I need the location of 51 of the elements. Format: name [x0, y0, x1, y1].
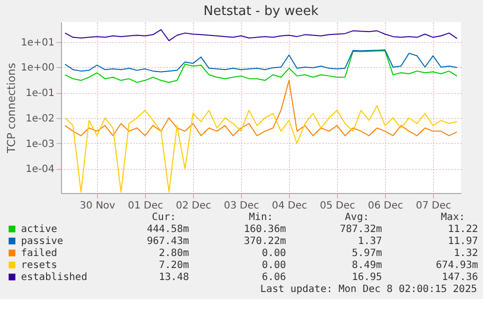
text: 967.43m: [146, 236, 189, 247]
text: 674.93m: [436, 260, 478, 271]
y-tick-label: 1e+01: [20, 37, 54, 48]
text: 5.97m: [352, 248, 382, 259]
line-series: [64, 49, 458, 72]
text: 1.32: [454, 248, 478, 259]
legend-label: resets: [21, 260, 58, 271]
text: Cur:: [152, 212, 176, 223]
text: 1.37: [358, 236, 382, 247]
y-tick-label: 1e-02: [26, 113, 54, 124]
line-series: [64, 29, 458, 42]
text: Max:: [440, 212, 465, 223]
x-tick-label: 01 Dec: [128, 200, 164, 212]
x-tick-label: 02 Dec: [176, 200, 212, 212]
legend-label: active: [21, 224, 58, 235]
legend-label: passive: [21, 236, 64, 247]
y-tick-label: 1e-03: [26, 138, 54, 150]
y-axis-title: TCP connections: [4, 62, 18, 154]
text: 7.20m: [158, 260, 189, 271]
x-tick-label: 05 Dec: [320, 200, 356, 212]
text: 2.80m: [158, 248, 189, 259]
chart-title: Netstat - by week: [204, 4, 319, 19]
y-tick-label: 1e-04: [26, 164, 54, 176]
x-tick-label: 06 Dec: [368, 200, 404, 212]
legend-label: failed: [21, 248, 58, 259]
legend-label: established: [21, 272, 88, 283]
x-tick-label: 04 Dec: [272, 200, 308, 212]
y-tick-label: 1e-01: [26, 88, 54, 100]
text: 370.22m: [244, 236, 286, 247]
text: Avg:: [344, 212, 369, 223]
line-series: [64, 80, 458, 136]
text: 8.49m: [352, 260, 382, 271]
text: 0.00: [262, 248, 286, 259]
text: 160.36m: [244, 224, 286, 235]
text: 787.32m: [340, 224, 382, 235]
line-series: [64, 50, 458, 83]
text: Min:: [248, 212, 273, 223]
x-tick-label: 03 Dec: [224, 200, 260, 212]
text: 444.58m: [146, 224, 189, 235]
text: 11.97: [448, 236, 478, 247]
text: 16.95: [352, 272, 382, 283]
text: Last update: Mon Dec 8 02:00:15 2025: [260, 284, 477, 295]
text: 6.06: [262, 272, 286, 283]
x-tick-label: 30 Nov: [80, 200, 116, 212]
text: 0.00: [262, 260, 286, 271]
line-series: [64, 105, 458, 193]
text: 13.48: [158, 272, 189, 283]
text: 11.22: [448, 224, 478, 235]
x-tick-label: 07 Dec: [416, 200, 452, 212]
text: 147.36: [442, 272, 478, 283]
y-tick-label: 1e+00: [20, 62, 54, 74]
